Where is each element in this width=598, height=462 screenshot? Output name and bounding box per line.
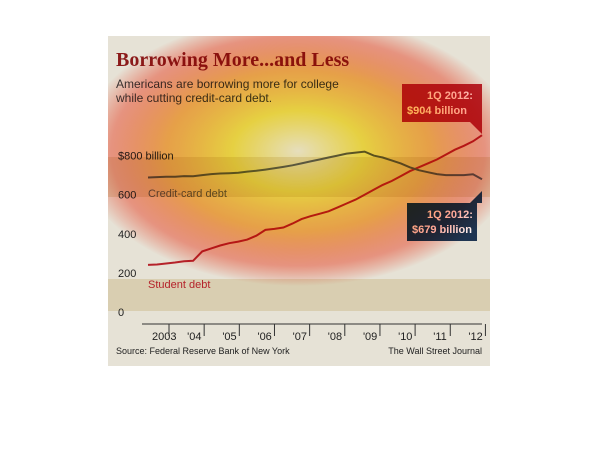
student-callout-value: $904 billion xyxy=(407,105,467,117)
y-tick-label: 0 xyxy=(118,307,124,319)
student-series-label: Student debt xyxy=(148,279,210,291)
source-note: Source: Federal Reserve Bank of New York xyxy=(116,346,290,356)
credit-callout-date: 1Q 2012: xyxy=(427,209,473,221)
publisher-credit: The Wall Street Journal xyxy=(388,346,482,356)
x-tick-label: '09 xyxy=(363,331,377,343)
credit-callout-value: $679 billion xyxy=(412,224,472,236)
x-tick-label: '10 xyxy=(398,331,412,343)
y-tick-label: 600 xyxy=(118,190,136,202)
x-tick-label: '05 xyxy=(222,331,236,343)
x-tick-label: 2003 xyxy=(152,331,176,343)
credit-series-label: Credit-card debt xyxy=(148,188,227,200)
x-tick-label: '08 xyxy=(328,331,342,343)
series-lines xyxy=(147,134,483,266)
chart-frame: Borrowing More...and Less Americans are … xyxy=(108,36,490,366)
student-debt-line xyxy=(147,134,483,266)
y-tick-label: 400 xyxy=(118,229,136,241)
chart: Borrowing More...and Less Americans are … xyxy=(108,36,490,356)
student-callout: 1Q 2012: $904 billion xyxy=(402,84,482,134)
x-tick-label: '12 xyxy=(468,331,482,343)
x-tick-label: '06 xyxy=(257,331,271,343)
y-tick-label: $800 billion xyxy=(118,151,174,163)
x-tick-label: '11 xyxy=(433,331,447,343)
x-tick-label: '04 xyxy=(187,331,201,343)
chart-title: Borrowing More...and Less xyxy=(116,49,349,71)
student-callout-pointer xyxy=(470,122,482,134)
subtitle-line-2: while cutting credit-card debt. xyxy=(115,91,272,105)
y-tick-label: 200 xyxy=(118,268,136,280)
student-callout-date: 1Q 2012: xyxy=(427,90,473,102)
credit-callout: 1Q 2012: $679 billion xyxy=(407,191,482,241)
x-axis: 2003 '04 '05 '06 '07 '08 '09 '10 '11 '12 xyxy=(142,323,486,343)
subtitle-line-1: Americans are borrowing more for college xyxy=(116,77,339,91)
x-tick-label: '07 xyxy=(293,331,307,343)
